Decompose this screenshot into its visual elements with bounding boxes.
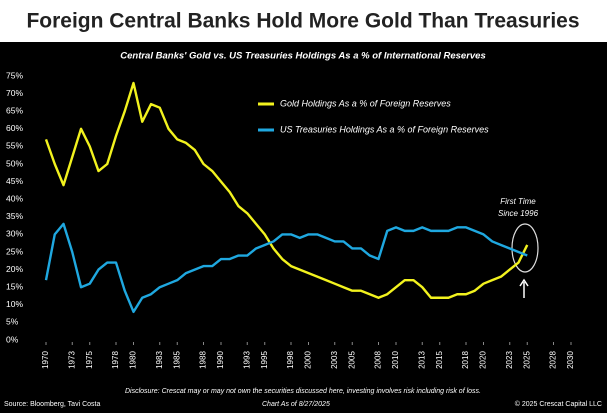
y-tick-label: 25% [6,246,23,256]
x-tick-label: 2028 [549,351,558,369]
x-tick-label: 2003 [330,351,339,369]
x-tick-label: 1975 [85,351,94,369]
y-tick-label: 50% [6,158,23,168]
x-tick-label: 2000 [304,351,313,369]
legend-label: US Treasuries Holdings As a % of Foreign… [280,124,489,134]
x-tick-label: 2005 [347,351,356,369]
highlight-circle [511,223,539,273]
x-tick-label: 1978 [111,351,120,369]
copyright: © 2025 Crescat Capital LLC [515,400,602,408]
x-tick-label: 1980 [129,351,138,369]
y-tick-label: 40% [6,193,23,203]
x-tick-label: 1988 [199,351,208,369]
series-line [44,222,528,314]
y-tick-label: 20% [6,264,23,274]
y-tick-label: 5% [6,317,19,327]
x-tick-label: 2008 [374,351,383,369]
annotation-line: First Time [500,197,536,206]
arrow-head [519,278,529,287]
x-tick-label: 2010 [391,351,400,369]
y-tick-label: 10% [6,299,23,309]
y-tick-label: 30% [6,229,23,239]
x-tick-label: 1985 [172,351,181,369]
x-tick-label: 2023 [505,351,514,369]
annotation-line: Since 1996 [498,209,539,218]
x-tick-label: 1970 [41,351,50,369]
y-tick-label: 45% [6,176,23,186]
x-tick-label: 1983 [155,351,164,369]
x-tick-label: 2020 [479,351,488,369]
x-tick-label: 1995 [260,351,269,369]
y-tick-label: 15% [6,281,23,291]
legend-label: Gold Holdings As a % of Foreign Reserves [280,98,451,108]
chart-subtitle: Central Banks' Gold vs. US Treasuries Ho… [120,51,486,62]
y-tick-label: 65% [6,105,23,115]
chart-title: Foreign Central Banks Hold More Gold Tha… [26,10,579,33]
x-tick-label: 1990 [216,351,225,369]
x-tick-label: 2025 [522,351,531,369]
x-tick-label: 2018 [461,351,470,369]
x-tick-label: 1973 [67,351,76,369]
x-tick-label: 1998 [286,351,295,369]
y-tick-label: 75% [6,70,23,80]
source: Source: Bloomberg, Tavi Costa [4,401,100,408]
x-tick-label: 2015 [435,351,444,369]
annotation: First Time Since 1996 [498,197,539,218]
y-tick-label: 0% [6,334,19,344]
disclosure: Disclosure: Crescat may or may not own t… [125,388,481,395]
x-tick-label: 2030 [566,351,575,369]
y-tick-label: 35% [6,211,23,221]
y-tick-label: 60% [6,123,23,133]
series-line [44,81,529,299]
y-tick-label: 70% [6,88,23,98]
y-tick-label: 55% [6,141,23,151]
x-tick-label: 2013 [417,351,426,369]
x-tick-label: 1993 [242,351,251,369]
title-band [0,0,607,42]
chart-date: Chart As of 8/27/2025 [262,401,330,408]
